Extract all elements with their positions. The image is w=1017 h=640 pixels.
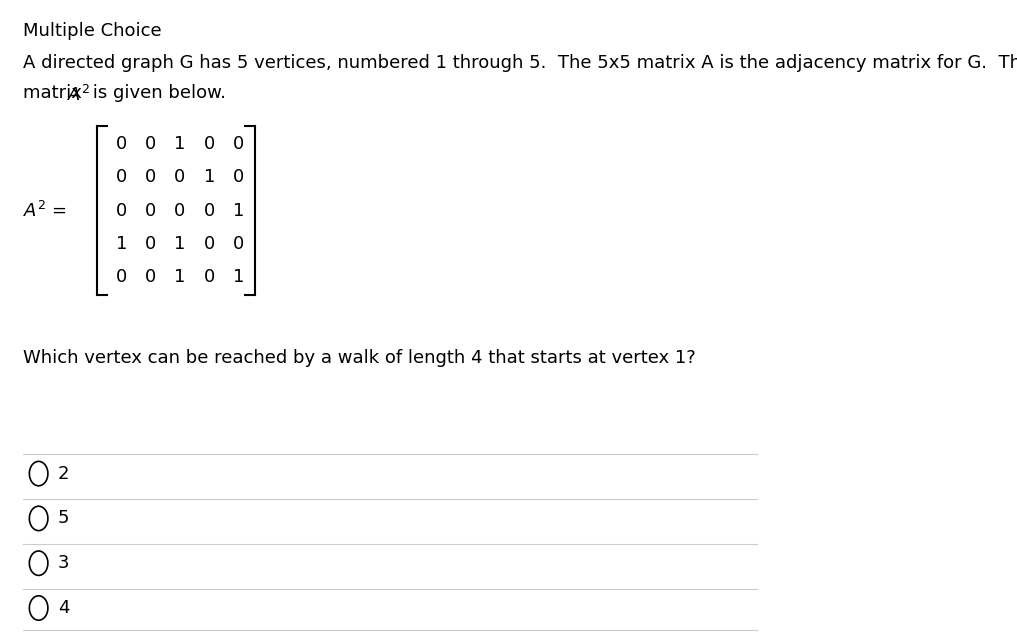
Text: 0: 0 xyxy=(145,168,157,186)
Text: Which vertex can be reached by a walk of length 4 that starts at vertex 1?: Which vertex can be reached by a walk of… xyxy=(23,349,696,367)
Text: 1: 1 xyxy=(233,202,244,220)
Text: 0: 0 xyxy=(145,135,157,153)
Text: Multiple Choice: Multiple Choice xyxy=(23,22,162,40)
Text: 1: 1 xyxy=(203,168,215,186)
Text: $A^2$: $A^2$ xyxy=(67,84,91,104)
Text: $A^2$ =: $A^2$ = xyxy=(23,200,67,221)
Text: 0: 0 xyxy=(174,202,185,220)
Text: 0: 0 xyxy=(116,202,127,220)
Text: 1: 1 xyxy=(116,235,127,253)
Text: 2: 2 xyxy=(58,465,69,483)
Text: 0: 0 xyxy=(233,235,244,253)
Text: 0: 0 xyxy=(116,268,127,286)
Text: 0: 0 xyxy=(116,168,127,186)
Text: 1: 1 xyxy=(174,268,186,286)
Text: 5: 5 xyxy=(58,509,69,527)
Text: 0: 0 xyxy=(174,168,185,186)
Text: 0: 0 xyxy=(145,202,157,220)
Text: 0: 0 xyxy=(203,235,215,253)
Text: 0: 0 xyxy=(116,135,127,153)
Text: 0: 0 xyxy=(203,202,215,220)
Text: 0: 0 xyxy=(203,268,215,286)
Text: is given below.: is given below. xyxy=(87,84,226,102)
Text: 0: 0 xyxy=(233,135,244,153)
Text: 1: 1 xyxy=(233,268,244,286)
Text: 4: 4 xyxy=(58,599,69,617)
Text: 0: 0 xyxy=(203,135,215,153)
Text: 1: 1 xyxy=(174,235,186,253)
Text: 0: 0 xyxy=(145,268,157,286)
Text: 3: 3 xyxy=(58,554,69,572)
Text: A directed graph G has 5 vertices, numbered 1 through 5.  The 5x5 matrix A is th: A directed graph G has 5 vertices, numbe… xyxy=(23,54,1017,72)
Text: 1: 1 xyxy=(174,135,186,153)
Text: matrix: matrix xyxy=(23,84,87,102)
Text: 0: 0 xyxy=(145,235,157,253)
Text: 0: 0 xyxy=(233,168,244,186)
